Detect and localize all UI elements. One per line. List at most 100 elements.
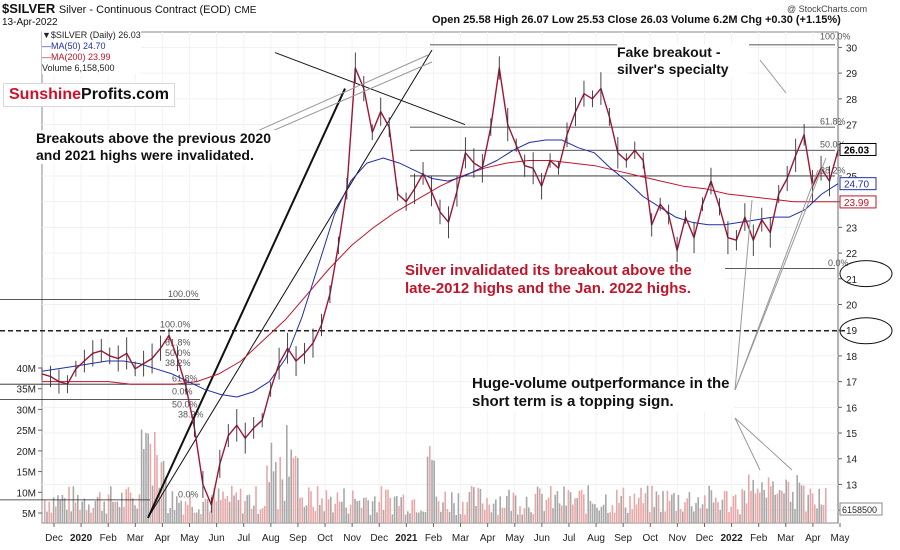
volume-bar bbox=[638, 497, 640, 523]
x-tick-label: Aug bbox=[587, 533, 605, 544]
legend-volume: Volume 6,158,500 bbox=[42, 63, 115, 73]
ma50-line bbox=[41, 139, 839, 398]
volume-bar bbox=[499, 496, 501, 523]
volume-bar bbox=[424, 511, 427, 523]
volume-bar bbox=[413, 499, 416, 523]
callout-volume-d bbox=[734, 417, 761, 471]
volume-bar bbox=[66, 509, 68, 523]
volume-bar bbox=[530, 512, 532, 523]
volume-bar bbox=[127, 487, 130, 523]
volume-bar bbox=[266, 465, 268, 523]
symbol: $SILVER bbox=[2, 1, 56, 16]
annotation-fake-breakout: Fake breakout - silver's specialty bbox=[617, 44, 749, 78]
x-tick-label: Feb bbox=[100, 533, 118, 544]
y-tick-label: 14 bbox=[846, 455, 858, 466]
x-tick-label: May bbox=[831, 533, 850, 544]
volume-bar bbox=[92, 507, 94, 523]
volume-bar bbox=[666, 490, 669, 523]
volume-bar bbox=[675, 510, 677, 523]
volume-bar bbox=[209, 511, 211, 523]
volume-tick-label: 15M bbox=[17, 468, 36, 479]
volume-bar bbox=[613, 512, 616, 523]
volume-bar bbox=[101, 510, 103, 523]
volume-bar bbox=[574, 498, 576, 523]
x-tick-label: Nov bbox=[343, 533, 361, 544]
y-tick-label: 21 bbox=[846, 275, 858, 286]
volume-bar bbox=[796, 475, 798, 523]
volume-bar bbox=[180, 500, 182, 523]
volume-bar bbox=[277, 509, 279, 523]
volume-bar bbox=[611, 505, 614, 523]
x-tick-label: Mar bbox=[777, 533, 795, 544]
volume-bar bbox=[198, 509, 200, 523]
volume-bar bbox=[72, 486, 75, 523]
volume-bar bbox=[596, 507, 598, 523]
volume-bar bbox=[204, 498, 207, 523]
volume-bar bbox=[169, 508, 171, 523]
volume-bar bbox=[242, 513, 244, 523]
volume-bar bbox=[429, 446, 431, 523]
callout-fake-breakout bbox=[759, 59, 787, 94]
volume-bar bbox=[585, 513, 587, 523]
volume-bar bbox=[83, 498, 86, 523]
volume-bar bbox=[138, 494, 141, 523]
volume-bar bbox=[376, 512, 378, 523]
x-tick-label: Aug bbox=[262, 533, 280, 544]
volume-bar bbox=[140, 429, 143, 523]
volume-bar bbox=[580, 489, 583, 523]
volume-bar bbox=[536, 486, 539, 523]
logo-sunshine: Sunshine bbox=[9, 86, 82, 103]
x-tick-label: May bbox=[180, 533, 199, 544]
volume-bar bbox=[294, 455, 297, 523]
volume-bar bbox=[402, 494, 405, 523]
volume-bar bbox=[259, 509, 262, 523]
price-label-box bbox=[839, 177, 877, 191]
volume-bar bbox=[418, 512, 420, 523]
volume-bar bbox=[495, 499, 497, 523]
chart-date: 13-Apr-2022 bbox=[2, 17, 58, 28]
volume-bar bbox=[591, 503, 594, 523]
volume-bar bbox=[688, 492, 691, 523]
volume-bar bbox=[730, 506, 732, 523]
x-tick-label: Sep bbox=[289, 533, 307, 544]
volume-bar bbox=[226, 495, 229, 523]
annotation-volume: Huge-volume outperformance in the short … bbox=[472, 375, 734, 411]
volume-bar bbox=[556, 491, 559, 523]
volume-label: 6158500 bbox=[842, 505, 877, 515]
volume-bar bbox=[334, 503, 336, 523]
volume-bar bbox=[717, 502, 719, 523]
volume-bar bbox=[356, 501, 358, 523]
volume-bar bbox=[792, 491, 794, 523]
volume-bar bbox=[63, 498, 66, 523]
volume-bar bbox=[81, 501, 83, 523]
volume-bar bbox=[446, 508, 449, 523]
ohlc-readout: Open 25.58 High 26.07 Low 25.53 Close 26… bbox=[432, 14, 841, 26]
y-tick-label: 19 bbox=[846, 326, 858, 337]
volume-bar bbox=[224, 498, 226, 523]
fib-label: 50.0% bbox=[172, 399, 198, 409]
volume-bar bbox=[176, 496, 178, 523]
volume-bar bbox=[55, 506, 57, 523]
volume-bar bbox=[398, 506, 400, 523]
exchange: CME bbox=[234, 5, 257, 16]
long-support-line bbox=[147, 49, 433, 519]
volume-bar bbox=[244, 500, 246, 523]
volume-bar bbox=[292, 457, 295, 523]
volume-bar bbox=[695, 503, 697, 523]
volume-bar bbox=[409, 513, 411, 523]
volume-bar bbox=[433, 460, 435, 523]
volume-tick-label: 25M bbox=[17, 426, 36, 437]
volume-bar bbox=[114, 501, 116, 523]
volume-bar bbox=[129, 492, 132, 523]
volume-bar bbox=[820, 504, 823, 523]
volume-bar bbox=[442, 502, 444, 523]
volume-bar bbox=[818, 488, 820, 523]
volume-bar bbox=[558, 503, 561, 523]
callout-breakout-2021 bbox=[269, 61, 433, 133]
volume-bar bbox=[825, 487, 827, 523]
volume-bar bbox=[59, 500, 61, 523]
volume-bar bbox=[459, 514, 462, 523]
volume-bar bbox=[473, 487, 475, 523]
volume-bar bbox=[79, 509, 81, 523]
volume-bar bbox=[158, 487, 160, 523]
